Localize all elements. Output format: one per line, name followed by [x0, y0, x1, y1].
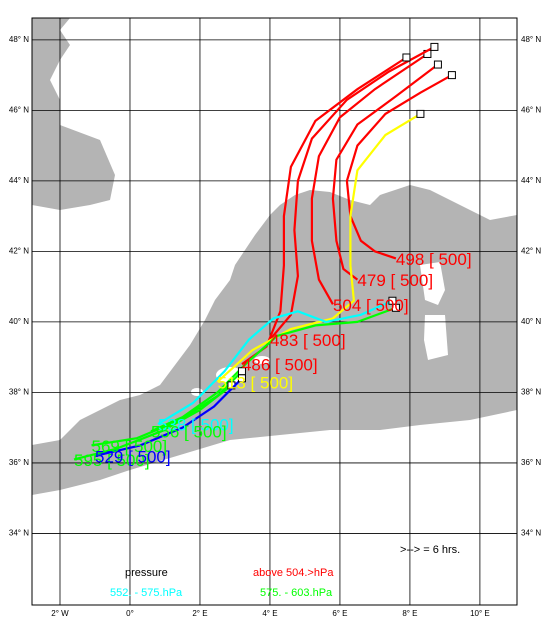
end-marker — [430, 42, 439, 51]
y-tick-label-right: 42° N — [521, 246, 541, 255]
end-marker — [391, 303, 400, 312]
end-marker — [237, 374, 246, 383]
x-tick-label: 2° E — [192, 609, 207, 618]
y-tick-label: 42° N — [9, 246, 29, 255]
end-marker — [402, 53, 411, 62]
trajectory-label: 486 [ 500] — [242, 356, 318, 375]
trajectory-label: 498 [ 500] — [396, 250, 472, 269]
y-tick-label: 44° N — [9, 176, 29, 185]
europe — [32, 18, 517, 445]
y-tick-label-right: 46° N — [521, 105, 541, 114]
trajectory-label: 479 [ 500] — [357, 271, 433, 290]
y-tick-label: 38° N — [9, 388, 29, 397]
sardinia — [424, 315, 448, 360]
end-marker — [447, 71, 456, 80]
y-tick-label-right: 38° N — [521, 388, 541, 397]
africa — [32, 410, 517, 605]
end-marker — [433, 60, 442, 69]
trajectory-label: 569 [ 500] — [91, 437, 167, 456]
legend-entry: 552. - 575.hPa — [110, 587, 183, 599]
x-tick-label: 2° W — [51, 609, 69, 618]
x-tick-label: 10° E — [470, 609, 490, 618]
trajectory-line — [345, 74, 453, 260]
trajectory-label: 556 [ 500] — [151, 423, 227, 442]
x-tick-label: 6° E — [332, 609, 347, 618]
trajectory-line — [94, 377, 243, 457]
frame — [31, 17, 518, 606]
y-tick-label: 34° N — [9, 529, 29, 538]
trajectory-line — [241, 56, 407, 366]
arrow-note: >--> = 6 hrs. — [400, 544, 460, 556]
land — [32, 18, 517, 605]
trajectory-line — [269, 45, 435, 341]
y-tick-label: 40° N — [9, 317, 29, 326]
trajectory-labels: 498 [ 500] 479 [ 500] 504 [ 500] 483 [ 500]… — [74, 250, 472, 470]
trajectory-label: 483 [ 500] — [270, 331, 346, 350]
y-tick-label: 48° N — [9, 35, 29, 44]
y-tick-label-right: 34° N — [521, 529, 541, 538]
y-tick-label: 46° N — [9, 105, 29, 114]
trajectories — [73, 42, 456, 461]
mallorca — [216, 367, 244, 383]
trajectory-label: 595 [ 500] — [74, 451, 150, 470]
trajectory-label: 504 [ 500] — [333, 296, 409, 315]
end-marker — [416, 109, 425, 118]
trajectory-label: 513 [ 500] — [217, 373, 293, 392]
trajectory-line — [150, 306, 397, 433]
menorca — [254, 356, 270, 364]
corsica — [420, 262, 445, 305]
y-tick-label: 36° N — [9, 458, 29, 467]
legend-entry: 575. - 603.hPa — [260, 587, 333, 599]
x-tick-label: 8° E — [402, 609, 417, 618]
y-tick-label-right: 44° N — [521, 176, 541, 185]
trajectory-label: 529 [ 500] — [95, 447, 171, 466]
trajectory-line — [331, 63, 439, 281]
trajectory-label: 538 [ 500] — [158, 416, 234, 435]
y-tick-label-right: 40° N — [521, 317, 541, 326]
x-tick-label: 0° — [126, 609, 134, 618]
x-tick-label: 4° E — [262, 609, 277, 618]
trajectory-line — [73, 384, 233, 461]
y-tick-label-right: 48° N — [521, 35, 541, 44]
legend-title: pressure — [125, 567, 168, 579]
y-tick-label-right: 36° N — [521, 458, 541, 467]
trajectory-line — [310, 53, 429, 305]
trajectory-line — [157, 299, 393, 426]
legend-entry: above 504.>hPa — [253, 567, 334, 579]
